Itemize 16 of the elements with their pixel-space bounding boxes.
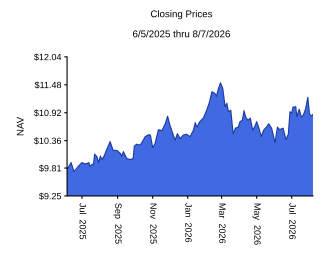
y-tick-label: $9.25 <box>39 192 62 200</box>
chart-title: Closing Prices <box>150 10 212 20</box>
y-tick-label: $12.04 <box>34 53 62 61</box>
x-tick-label: Mar 2026 <box>219 204 226 244</box>
x-tick-label: Jan 2026 <box>185 203 192 242</box>
x-tick-label: Sep 2025 <box>113 203 122 244</box>
x-tick-label: Jul 2025 <box>80 203 86 240</box>
y-tick-label: $10.92 <box>34 109 62 117</box>
x-tick-label: May 2026 <box>252 204 261 245</box>
chart-subtitle: 6/5/2025 thru 8/7/2026 <box>133 30 230 38</box>
y-tick-label: $11.48 <box>34 81 62 89</box>
y-axis-title: NAV <box>16 116 24 136</box>
x-tick-label: Jul 2026 <box>289 203 296 240</box>
y-tick-label: $10.36 <box>34 137 62 145</box>
x-tick-label: Nov 2025 <box>150 204 157 244</box>
y-tick-label: $9.81 <box>39 164 62 172</box>
